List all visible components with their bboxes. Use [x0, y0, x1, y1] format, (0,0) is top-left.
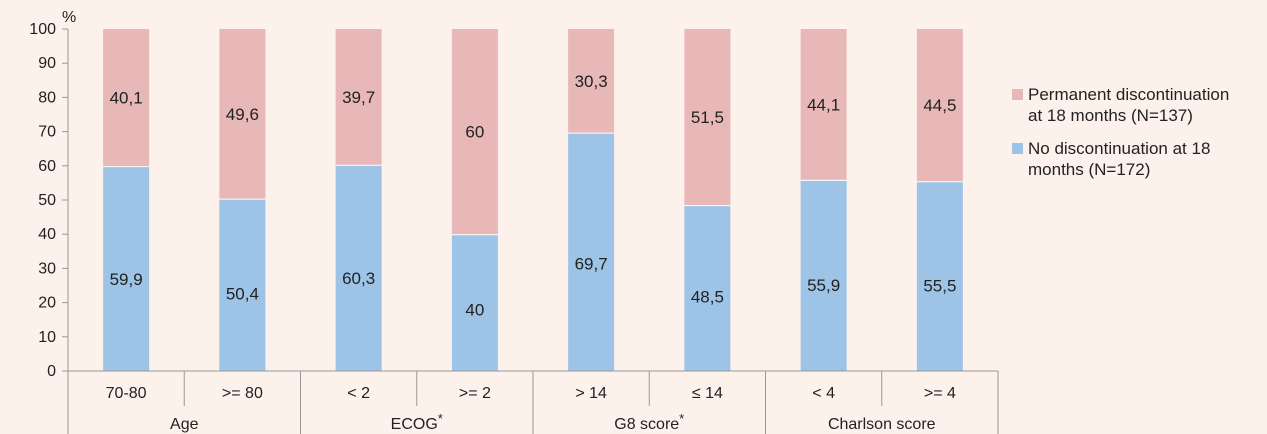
bar-segment-permanent-discontinuation	[568, 29, 615, 133]
legend-label-permanent-line1: Permanent discontinuation	[1028, 85, 1230, 104]
x-tick-label: < 2	[347, 385, 370, 402]
legend-label-permanent-line2: at 18 months (N=137)	[1028, 106, 1193, 125]
y-tick-label: 20	[38, 295, 56, 312]
bar-segment-permanent-discontinuation	[451, 29, 498, 235]
legend: Permanent discontinuation at 18 months (…	[1012, 84, 1267, 192]
bar-segment-no-discontinuation	[219, 198, 266, 371]
bar-segment-permanent-discontinuation	[219, 29, 266, 199]
bar-segment-no-discontinuation	[451, 234, 498, 371]
data-label: 49,6	[226, 105, 259, 124]
data-labels: 59,9 40,1 50,4 49,6 60,3 39,7 40 60 69,7 30,3 48,5…	[110, 72, 957, 320]
data-label: 44,1	[807, 95, 840, 114]
bar-segment-no-discontinuation	[568, 132, 615, 371]
bar-segment-no-discontinuation	[916, 181, 963, 371]
data-label: 48,5	[691, 287, 724, 306]
data-label: 59,9	[110, 270, 143, 289]
data-label: 51,5	[691, 108, 724, 127]
x-group-label: Age	[170, 416, 199, 433]
data-label: 40	[465, 300, 484, 319]
significance-marker: *	[679, 411, 684, 426]
significance-marker: *	[438, 411, 443, 426]
x-tick-label: 70-80	[106, 385, 147, 402]
bar-segment-permanent-discontinuation	[684, 29, 731, 206]
x-tick-label: < 4	[812, 385, 835, 402]
data-label: 30,3	[575, 72, 608, 91]
data-label: 55,9	[807, 276, 840, 295]
y-tick-label: 90	[38, 55, 56, 72]
legend-label-no-discontinuation-line1: No discontinuation at 18	[1028, 139, 1211, 158]
data-label: 40,1	[110, 89, 143, 108]
y-tick-label: 50	[38, 192, 56, 209]
bar-segment-no-discontinuation	[103, 166, 150, 371]
data-label: 60,3	[342, 269, 375, 288]
bar-segment-no-discontinuation	[684, 205, 731, 371]
bar-segment-no-discontinuation	[335, 164, 382, 371]
bar-segment-permanent-discontinuation	[916, 29, 963, 182]
y-tick-label: 40	[38, 226, 56, 243]
bar-segment-permanent-discontinuation	[800, 29, 847, 180]
y-tick-label: 10	[38, 329, 56, 346]
bar-segment-permanent-discontinuation	[103, 29, 150, 167]
y-tick-label: 60	[38, 158, 56, 175]
y-tick-label: 80	[38, 89, 56, 106]
y-tick-label: 100	[29, 21, 56, 38]
data-label: 44,5	[923, 96, 956, 115]
x-group-label: Charlson score	[828, 416, 936, 433]
legend-label-no-discontinuation-line2: months (N=172)	[1028, 160, 1151, 179]
y-tick-label: 30	[38, 260, 56, 277]
legend-item-no-discontinuation: No discontinuation at 18 months (N=172)	[1012, 138, 1267, 180]
x-tick-label: >= 80	[222, 385, 263, 402]
legend-swatch-no-discontinuation	[1012, 143, 1023, 154]
x-axis: 70-80 >= 80 < 2 >= 2 > 14 ≤ 14 < 4 >= 4 Age ECOG*…	[67, 370, 999, 434]
bar-segment-no-discontinuation	[800, 179, 847, 371]
stacked-bar-chart: 0 10 20 30 40 50 60 70 80 90 100% 59,9 40,1 50,4 49,6…	[29, 9, 999, 434]
y-tick-label: 0	[47, 363, 56, 380]
legend-item-permanent-discontinuation: Permanent discontinuation at 18 months (…	[1012, 84, 1267, 126]
x-group-label: ECOG*	[391, 411, 443, 433]
y-axis-unit-label: %	[62, 9, 76, 26]
data-label: 50,4	[226, 284, 259, 303]
x-tick-label: >= 4	[924, 385, 956, 402]
data-label: 60	[465, 123, 484, 142]
y-tick-label: 70	[38, 124, 56, 141]
x-tick-label: > 14	[575, 385, 607, 402]
data-label: 69,7	[575, 255, 608, 274]
data-label: 55,5	[923, 277, 956, 296]
x-group-label: G8 score*	[614, 411, 684, 433]
legend-swatch-permanent	[1012, 89, 1023, 100]
y-axis: 0 10 20 30 40 50 60 70 80 90 100%	[29, 9, 76, 380]
bar-segment-permanent-discontinuation	[335, 29, 382, 165]
data-label: 39,7	[342, 88, 375, 107]
bars	[103, 29, 963, 371]
x-tick-label: ≤ 14	[692, 385, 723, 402]
x-tick-label: >= 2	[459, 385, 491, 402]
